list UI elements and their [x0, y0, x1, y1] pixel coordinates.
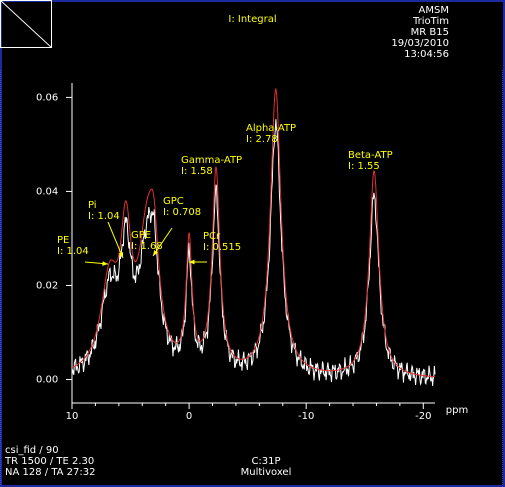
info-na-ta: NA 128 / TA 27:32: [5, 467, 96, 478]
viewport-border-right: [503, 0, 505, 487]
peak-integral-label: I: 0.515: [203, 242, 241, 253]
peak-arrowhead: [102, 261, 108, 266]
peak-label: Pi: [88, 200, 97, 211]
measured-spectrum-line: [71, 119, 436, 386]
x-tick-label: 0: [186, 411, 192, 422]
chart-title: I: Integral: [228, 14, 277, 25]
coil-info: C:31P Multivoxel: [236, 456, 296, 478]
y-tick-label: 0.04: [36, 186, 58, 197]
peak-label: Beta-ATP: [348, 150, 393, 161]
x-axis-label: ppm: [446, 405, 468, 416]
peak-label: GPC: [163, 196, 184, 207]
peak-integral-label: I: 2.78: [246, 134, 278, 145]
peak-label: PCr: [203, 231, 221, 242]
peak-arrowhead: [118, 252, 124, 258]
info-date: 19/03/2010: [391, 38, 449, 49]
peak-integral-label: I: 1.04: [88, 211, 120, 222]
x-tick-label: -10: [298, 411, 314, 422]
y-tick-label: 0.02: [36, 280, 58, 291]
peak-label: Alpha-ATP: [246, 123, 296, 134]
sequence-info: csi_fid / 90 TR 1500 / TE 2.30 NA 128 / …: [5, 445, 95, 478]
peak-arrowhead: [153, 250, 159, 256]
viewport-border-bottom: [0, 485, 505, 487]
peak-integral-label: I: 0.708: [163, 207, 201, 218]
peak-arrow: [107, 221, 124, 259]
peak-integral-label: I: 1.58: [181, 166, 213, 177]
x-tick-label: -20: [415, 411, 431, 422]
viewport-border-top: [0, 0, 505, 2]
x-tick-label: 10: [66, 411, 79, 422]
info-mode: Multivoxel: [240, 467, 292, 478]
peak-arrow: [152, 227, 173, 257]
y-tick-label: 0.00: [36, 374, 58, 385]
page-corner-fold-icon[interactable]: [0, 0, 52, 48]
peak-label: Gamma-ATP: [181, 155, 242, 166]
info-tr-te: TR 1500 / TE 2.30: [5, 456, 95, 467]
peak-arrowhead: [189, 259, 195, 265]
info-sequence: csi_fid / 90: [5, 445, 59, 456]
info-software: MR B15: [410, 27, 449, 38]
peak-label: PE: [57, 235, 69, 246]
fit-spectrum-line: [71, 87, 436, 378]
peak-integral-label: I: 1.68: [131, 241, 163, 252]
peak-label: GPE: [131, 230, 151, 241]
peak-integral-label: I: 1.04: [57, 246, 89, 257]
scanner-info: AMSM TrioTim MR B15 19/03/2010 13:04:56: [391, 5, 449, 60]
info-institution: AMSM: [418, 5, 449, 16]
info-scanner: TrioTim: [413, 16, 449, 27]
info-time: 13:04:56: [404, 49, 449, 60]
peak-integral-label: I: 1.55: [348, 161, 380, 172]
viewport-border-dotted: [0, 70, 503, 485]
info-coil: C:31P: [251, 456, 281, 467]
viewport-border-left: [0, 0, 2, 487]
y-tick-label: 0.06: [36, 92, 58, 103]
